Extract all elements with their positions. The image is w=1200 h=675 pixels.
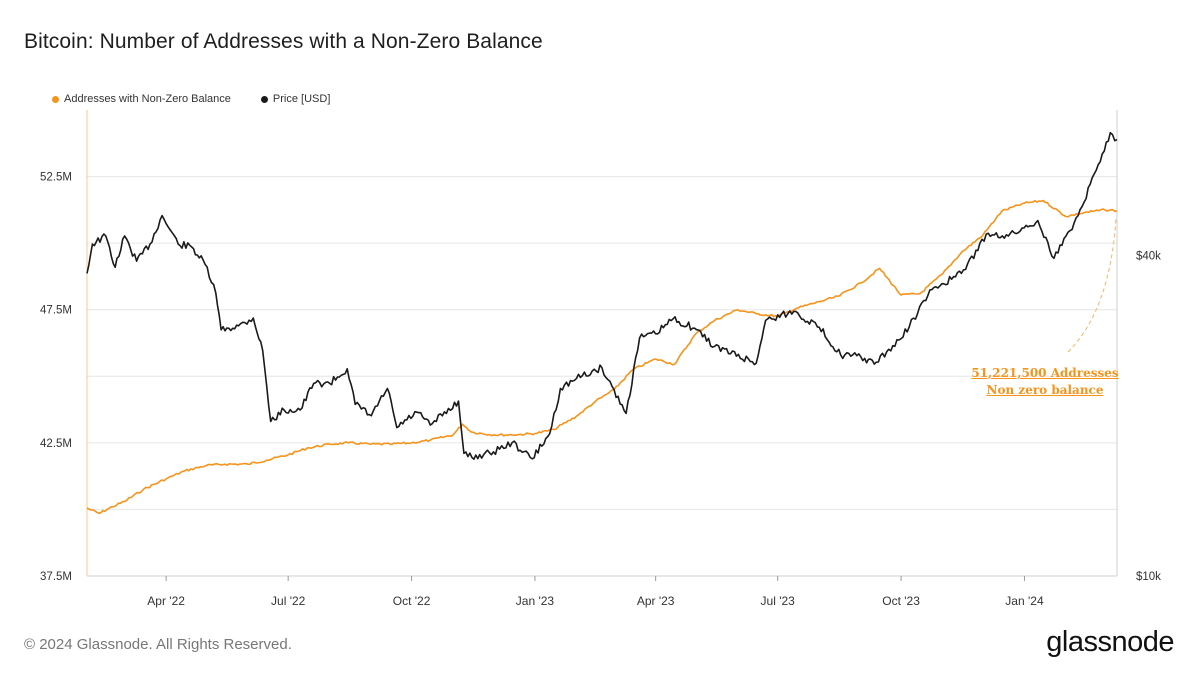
legend-dot-price xyxy=(260,95,268,103)
legend-item-addresses[interactable]: Addresses with Non-Zero Balance xyxy=(52,93,231,105)
x-tick-label: Jan '23 xyxy=(516,594,555,608)
legend-label-price: Price [USD] xyxy=(272,93,331,105)
annotation-pointer xyxy=(1067,218,1117,353)
legend-dot-addresses xyxy=(52,95,59,103)
annotation-line-2: Non zero balance xyxy=(986,383,1104,397)
y-right-tick-label: $40k xyxy=(1136,250,1161,262)
annotation-label: 51,221,500 Addresses Non zero balance xyxy=(955,365,1135,399)
chart-canvas: 37.5M 42.5M 47.5M 52.5M $10k $40k Apr '22 Jul '… xyxy=(40,110,1161,608)
y-left-tick-label: 37.5M xyxy=(40,571,72,583)
x-tick-label: Oct '23 xyxy=(882,594,920,608)
y-right-tick-label: $10k xyxy=(1136,571,1161,583)
legend: Addresses with Non-Zero Balance Price [U… xyxy=(52,93,330,105)
y-left-tick-label: 52.5M xyxy=(40,172,72,184)
x-tick-label: Oct '22 xyxy=(393,594,431,608)
x-tick-label: Apr '22 xyxy=(147,594,185,608)
y-left-tick-label: 42.5M xyxy=(40,438,72,450)
legend-label-addresses: Addresses with Non-Zero Balance xyxy=(64,93,231,105)
copyright-footer: © 2024 Glassnode. All Rights Reserved. xyxy=(24,636,292,653)
chart-title: Bitcoin: Number of Addresses with a Non-… xyxy=(24,30,543,53)
x-tick-label: Jan '24 xyxy=(1005,594,1044,608)
x-tick-label: Apr '23 xyxy=(637,594,675,608)
glassnode-logo[interactable]: glassnode xyxy=(1046,626,1174,658)
annotation-line-1: 51,221,500 Addresses xyxy=(971,366,1119,380)
addresses-series-line xyxy=(86,199,1118,515)
legend-item-price[interactable]: Price [USD] xyxy=(260,93,331,105)
y-left-tick-label: 47.5M xyxy=(40,305,72,317)
x-tick-label: Jul '22 xyxy=(271,594,306,608)
price-series-line xyxy=(86,131,1118,460)
x-tick-label: Jul '23 xyxy=(761,594,796,608)
